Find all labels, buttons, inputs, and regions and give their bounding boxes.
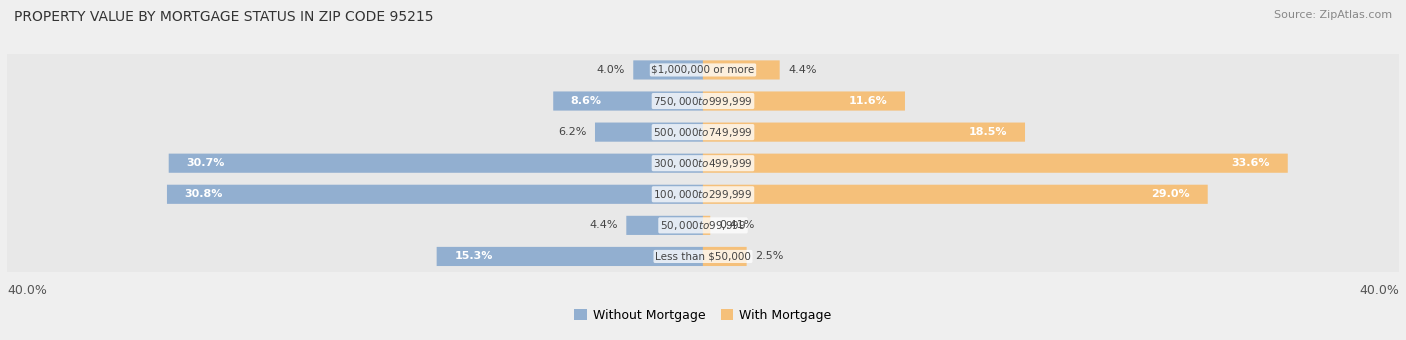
Text: 29.0%: 29.0%	[1152, 189, 1191, 199]
FancyBboxPatch shape	[7, 209, 1399, 241]
FancyBboxPatch shape	[703, 154, 1288, 173]
Text: Source: ZipAtlas.com: Source: ZipAtlas.com	[1274, 10, 1392, 20]
FancyBboxPatch shape	[437, 247, 703, 266]
Text: $1,000,000 or more: $1,000,000 or more	[651, 65, 755, 75]
FancyBboxPatch shape	[595, 122, 703, 142]
FancyBboxPatch shape	[7, 240, 1399, 273]
Text: 6.2%: 6.2%	[558, 127, 586, 137]
FancyBboxPatch shape	[169, 154, 703, 173]
FancyBboxPatch shape	[7, 178, 1399, 210]
Text: $100,000 to $299,999: $100,000 to $299,999	[654, 188, 752, 201]
Text: Less than $50,000: Less than $50,000	[655, 252, 751, 261]
Text: 4.4%: 4.4%	[589, 220, 617, 231]
Text: 40.0%: 40.0%	[7, 284, 46, 297]
FancyBboxPatch shape	[7, 147, 1399, 180]
FancyBboxPatch shape	[703, 247, 747, 266]
Text: 30.7%: 30.7%	[186, 158, 225, 168]
Text: 18.5%: 18.5%	[969, 127, 1008, 137]
Text: $300,000 to $499,999: $300,000 to $499,999	[654, 157, 752, 170]
Text: 4.0%: 4.0%	[596, 65, 624, 75]
FancyBboxPatch shape	[703, 185, 1208, 204]
FancyBboxPatch shape	[703, 61, 780, 80]
Text: 8.6%: 8.6%	[571, 96, 602, 106]
FancyBboxPatch shape	[626, 216, 703, 235]
Text: PROPERTY VALUE BY MORTGAGE STATUS IN ZIP CODE 95215: PROPERTY VALUE BY MORTGAGE STATUS IN ZIP…	[14, 10, 433, 24]
Text: $500,000 to $749,999: $500,000 to $749,999	[654, 125, 752, 139]
FancyBboxPatch shape	[7, 54, 1399, 86]
Text: 4.4%: 4.4%	[789, 65, 817, 75]
Text: 33.6%: 33.6%	[1232, 158, 1270, 168]
Text: 15.3%: 15.3%	[454, 252, 492, 261]
FancyBboxPatch shape	[7, 116, 1399, 148]
FancyBboxPatch shape	[7, 85, 1399, 117]
Text: 30.8%: 30.8%	[184, 189, 224, 199]
FancyBboxPatch shape	[633, 61, 703, 80]
Text: $50,000 to $99,999: $50,000 to $99,999	[659, 219, 747, 232]
FancyBboxPatch shape	[703, 122, 1025, 142]
FancyBboxPatch shape	[553, 91, 703, 110]
Legend: Without Mortgage, With Mortgage: Without Mortgage, With Mortgage	[569, 304, 837, 327]
Text: 11.6%: 11.6%	[849, 96, 887, 106]
FancyBboxPatch shape	[703, 216, 710, 235]
Text: 0.41%: 0.41%	[718, 220, 754, 231]
Text: $750,000 to $999,999: $750,000 to $999,999	[654, 95, 752, 107]
FancyBboxPatch shape	[167, 185, 703, 204]
Text: 2.5%: 2.5%	[755, 252, 783, 261]
FancyBboxPatch shape	[703, 91, 905, 110]
Text: 40.0%: 40.0%	[1360, 284, 1399, 297]
